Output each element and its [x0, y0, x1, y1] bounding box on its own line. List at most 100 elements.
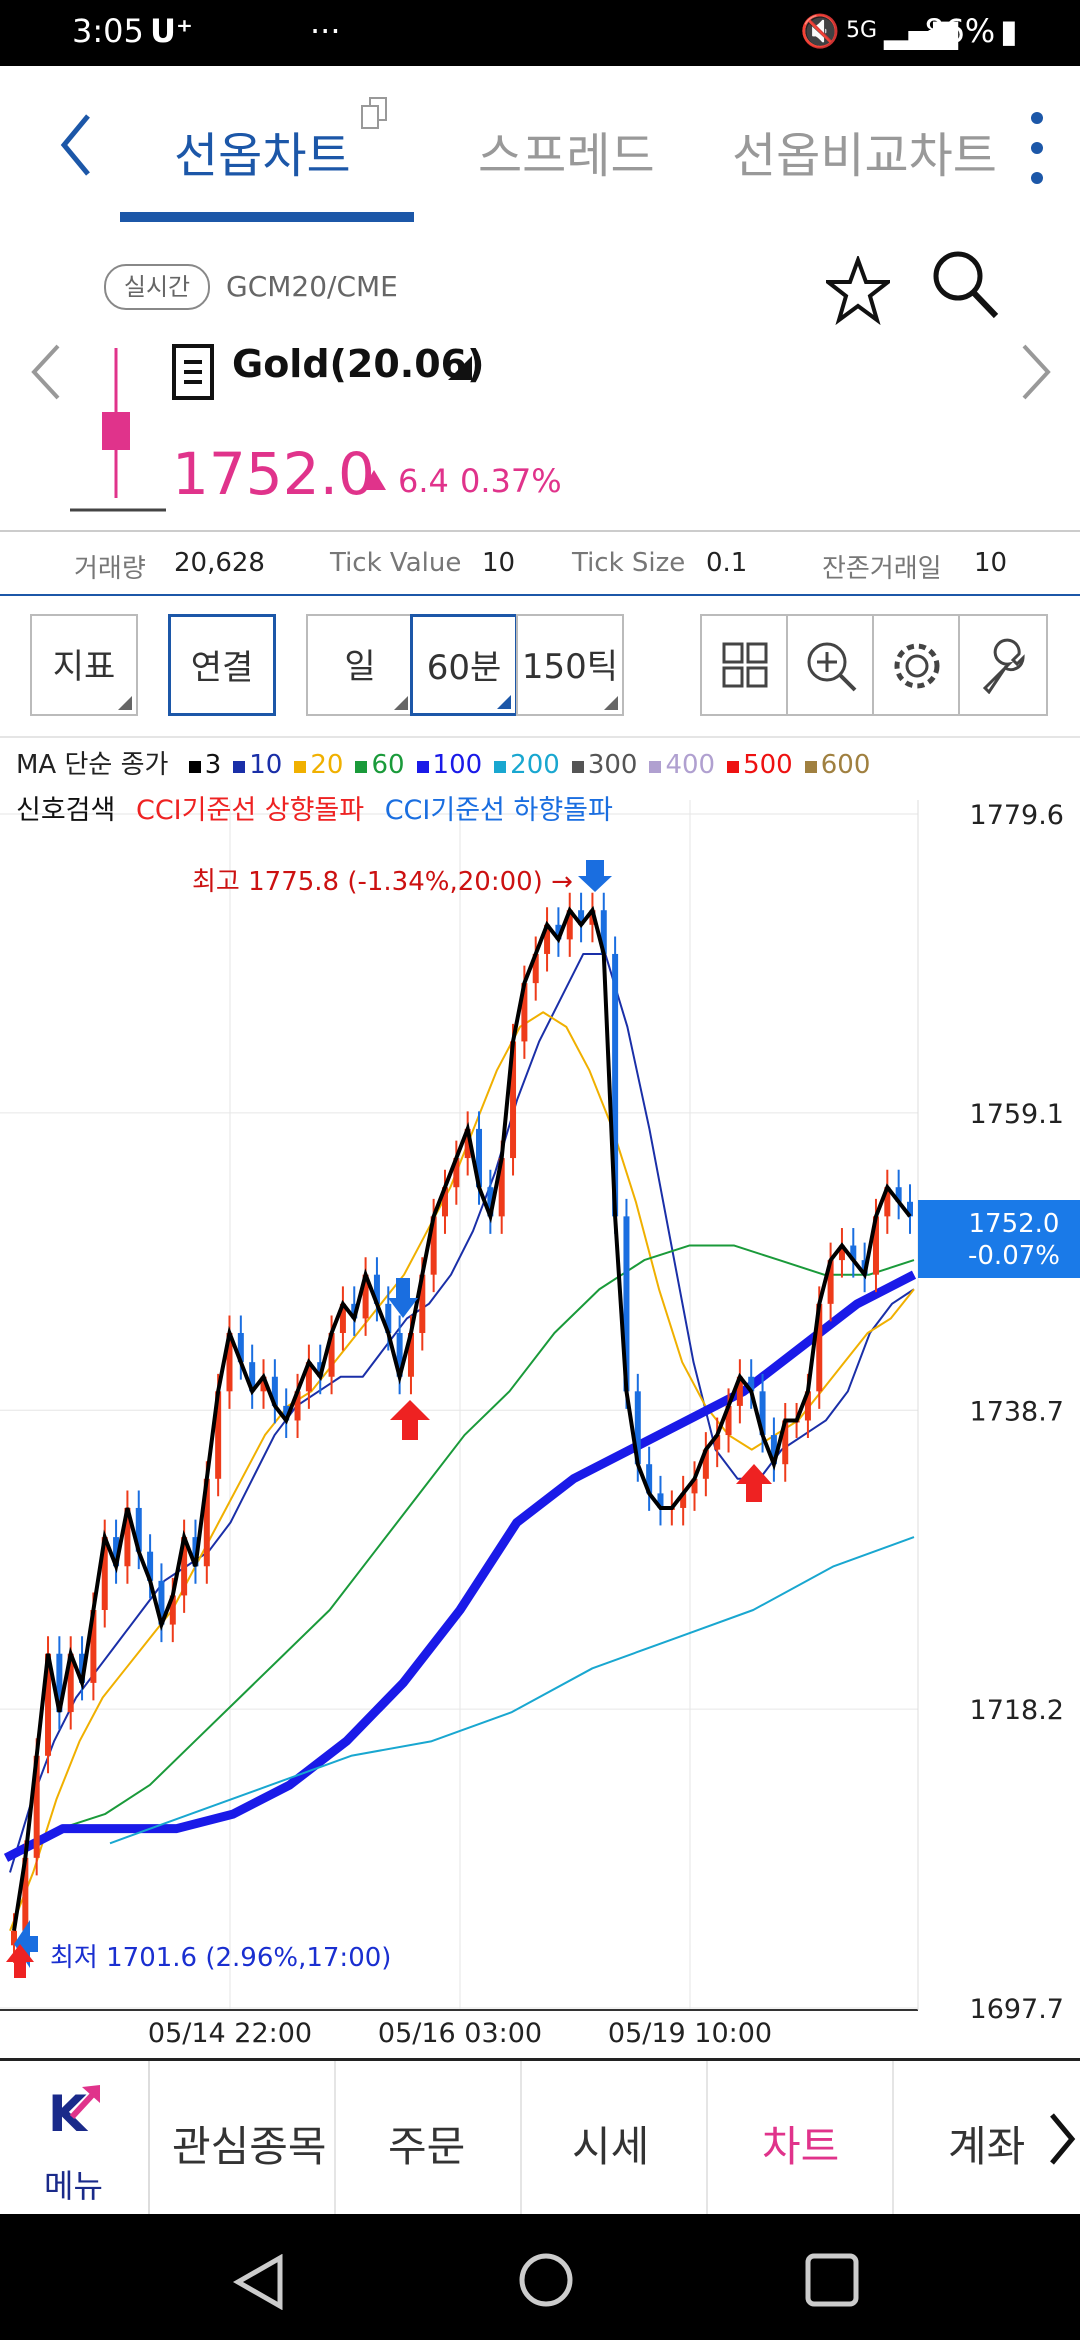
candle-body	[124, 1507, 131, 1567]
period-150tick-button[interactable]: 150틱	[516, 614, 624, 716]
candle-body	[237, 1333, 244, 1363]
candle-body	[373, 1274, 380, 1304]
candle-body	[328, 1333, 335, 1377]
ma-legend-swatch	[571, 761, 584, 773]
chart-toolbar: 지표 연결 일 60분 150틱	[0, 596, 1080, 738]
ma-legend-title: MA 단순 종가	[16, 750, 169, 780]
candle-body	[271, 1376, 278, 1406]
bottom-nav: K 메뉴 관심종목 주문 시세 차트 계좌	[0, 2058, 1080, 2217]
price-axis: 1779.6 1759.1 1738.7 1718.2 1697.7	[970, 800, 1064, 2025]
status-bar: 3:05 U⁺ ··· 🔇 5G ▂▄▆ 86% ▮	[0, 0, 1080, 66]
signal-down-label[interactable]: CCI기준선 하향돌파	[384, 795, 613, 826]
candle-body	[158, 1580, 165, 1625]
system-back-icon[interactable]	[232, 2254, 288, 2310]
tab-bar: 선옵차트 스프레드 선옵비교차트	[0, 66, 1080, 224]
status-time: 3:05	[72, 12, 144, 50]
battery-icon: ▮	[1000, 12, 1018, 50]
candle-body	[872, 1216, 879, 1275]
candle-body	[612, 953, 619, 1217]
chart-grid	[0, 800, 918, 2010]
ma-legend-label: 300	[587, 750, 638, 780]
more-icon[interactable]	[1022, 106, 1052, 196]
nav-watchlist[interactable]: 관심종목	[172, 2122, 327, 2171]
price-change: 6.4	[398, 462, 449, 500]
candle-body	[532, 953, 539, 984]
signal-icon: ▂▄▆	[884, 12, 958, 50]
tab-spread[interactable]: 스프레드	[478, 128, 655, 184]
ma-legend-label: 3	[204, 750, 222, 780]
price-tick-label: 1738.7	[970, 1396, 1064, 1427]
link-button[interactable]: 연결	[168, 614, 276, 716]
ma-legend-item[interactable]: 300	[571, 750, 638, 780]
search-icon[interactable]	[930, 248, 1000, 324]
ma-legend-item[interactable]: 20	[294, 750, 343, 780]
menu-button[interactable]: K 메뉴	[0, 2061, 150, 2217]
system-home-icon[interactable]	[516, 2250, 576, 2310]
tab-futures-chart[interactable]: 선옵차트	[174, 128, 351, 184]
ma-legend-swatch	[649, 761, 662, 773]
ma-legend-item[interactable]: 100	[416, 750, 482, 780]
system-recents-icon[interactable]	[804, 2252, 860, 2308]
candle-body	[804, 1391, 811, 1421]
tab-compare-chart[interactable]: 선옵비교차트	[732, 128, 997, 184]
candle-body	[339, 1303, 346, 1334]
symbol-name[interactable]: Gold(20.06)	[232, 342, 485, 386]
candle-body	[725, 1405, 732, 1436]
days-left-label: 잔존거래일	[822, 554, 942, 584]
candle-body	[566, 910, 573, 940]
period-day-button[interactable]: 일	[306, 614, 414, 716]
settings-button[interactable]	[872, 614, 962, 716]
tick150-label: 150틱	[521, 647, 619, 687]
candle-body	[691, 1478, 698, 1494]
candle-body	[169, 1595, 176, 1625]
signal-up-label[interactable]: CCI기준선 상향돌파	[135, 795, 365, 826]
price-tick-label: 1697.7	[970, 1994, 1064, 2025]
candle-body	[487, 1187, 494, 1217]
candle-body	[305, 1362, 312, 1392]
nav-quotes[interactable]: 시세	[572, 2122, 650, 2171]
ma-legend-swatch	[416, 761, 429, 773]
candle-body	[816, 1303, 823, 1392]
nav-more-chevron-icon[interactable]	[1046, 2109, 1076, 2169]
symbol-list-icon[interactable]	[170, 342, 218, 402]
ma-legend-item[interactable]: 200	[494, 750, 560, 780]
mute-icon: 🔇	[800, 12, 840, 50]
candle-body	[657, 1493, 664, 1508]
candle-body	[623, 1216, 630, 1392]
time-tick-label: 05/14 22:00	[148, 2018, 312, 2049]
time-axis: 05/14 22:00 05/16 03:00 05/19 10:00	[148, 2018, 772, 2049]
ma-legend-item[interactable]: 500	[727, 750, 793, 780]
ma-legend-item[interactable]: 400	[649, 750, 715, 780]
candle-body	[33, 1755, 40, 1858]
ma-legend-item[interactable]: 600	[804, 750, 870, 780]
dropdown-triangle-icon[interactable]	[446, 354, 474, 382]
period-60min-button[interactable]: 60분	[410, 614, 518, 716]
nav-account[interactable]: 계좌	[948, 2122, 1026, 2171]
candle-body	[203, 1478, 210, 1567]
status-battery: 86%	[924, 12, 996, 50]
back-icon[interactable]	[56, 110, 96, 180]
ma-legend-item[interactable]: 3	[188, 750, 222, 780]
ma-legend-swatch	[355, 761, 368, 773]
ma-legend-item[interactable]: 10	[233, 750, 282, 780]
candle-body	[419, 1274, 426, 1334]
zoom-button[interactable]	[786, 614, 876, 716]
candle-body	[407, 1333, 414, 1377]
price-chart[interactable]: 1779.6 1759.1 1738.7 1718.2 1697.7 05/14 22:…	[0, 740, 1080, 2060]
indicator-button[interactable]: 지표	[30, 614, 138, 716]
ma-3-line	[12, 905, 912, 1932]
ma-legend-label: 20	[310, 750, 344, 780]
nav-chart[interactable]: 차트	[762, 2122, 840, 2171]
popout-icon[interactable]	[360, 94, 400, 134]
symbol-panel: 실시간 GCM20/CME Gold(20.06) 1752.0 6.4 0.3…	[0, 222, 1080, 532]
next-symbol-icon[interactable]	[1018, 342, 1054, 402]
ma-legend-item[interactable]: 60	[355, 750, 405, 780]
nav-order[interactable]: 주문	[388, 2122, 466, 2171]
tools-button[interactable]	[958, 614, 1048, 716]
candle-body	[181, 1537, 188, 1596]
candle-body	[702, 1449, 709, 1479]
layout-button[interactable]	[700, 614, 790, 716]
tab-underline	[120, 212, 414, 222]
star-icon[interactable]	[826, 256, 890, 326]
prev-symbol-icon[interactable]	[28, 342, 64, 402]
